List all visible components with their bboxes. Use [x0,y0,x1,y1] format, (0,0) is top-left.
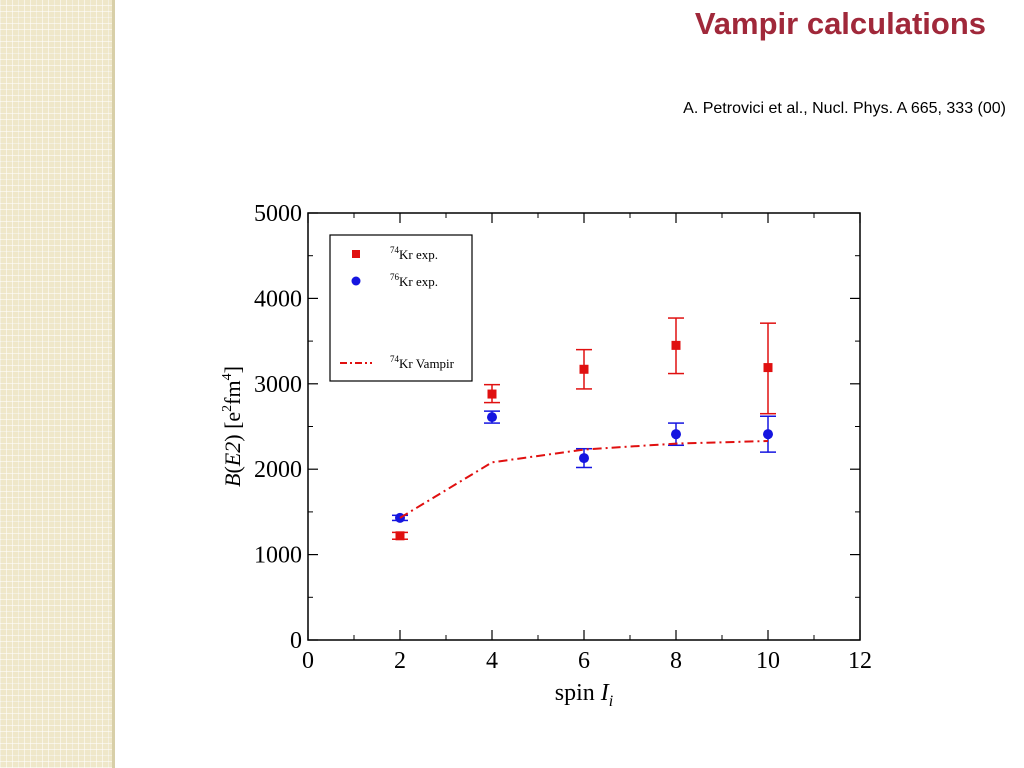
x-tick-label: 0 [302,648,314,674]
x-tick-label: 8 [670,648,682,674]
axis-labels: spin Ii B(E2) [e2fm4] [220,366,613,710]
data-point-74kr-exp [763,363,773,373]
series-line-vampir [399,440,769,519]
side-band-edge [112,0,115,768]
bE2-chart: 0 2 4 6 8 10 12 0 1000 2000 3000 4000 5000 74Kr exp.… [220,201,872,710]
citation: A. Petrovici et al., Nucl. Phys. A 665, … [683,100,1006,117]
legend-label: 76Kr exp. [390,272,438,289]
data-point-74kr-exp [579,364,589,374]
x-axis-label: spin Ii [555,680,613,710]
legend-box [329,234,473,382]
y-tick-label: 0 [290,628,302,654]
data-point-76kr-exp [671,429,681,440]
data-point-74kr-exp [671,340,681,350]
axis-ticks: 0 2 4 6 8 10 12 0 1000 2000 3000 4000 5000 [254,201,872,674]
data-point-74kr-exp [487,389,497,399]
y-tick-label: 4000 [254,286,302,312]
y-tick-label: 1000 [254,543,302,569]
legend-marker-square [352,250,360,258]
x-tick-label: 10 [756,648,780,674]
y-tick-label: 5000 [254,201,302,227]
x-tick-label: 2 [394,648,406,674]
legend-label: 74Kr Vampir [390,354,455,371]
data-point-76kr-exp [487,412,497,423]
legend-label: 74Kr exp. [390,245,438,262]
data-point-74kr-exp [395,531,405,541]
data-point-76kr-exp [763,429,773,440]
legend-marker-circle [351,276,361,286]
data-point-76kr-exp [579,453,589,464]
y-axis-label: B(E2) [e2fm4] [220,366,245,487]
slide-title: Vampir calculations [694,6,986,41]
x-tick-label: 12 [848,648,872,674]
y-tick-label: 2000 [254,457,302,483]
decorative-side-band [0,0,112,768]
x-tick-label: 6 [578,648,590,674]
x-tick-label: 4 [486,648,498,674]
series-layer [392,317,776,541]
legend: 74Kr exp. 76Kr exp. 74Kr Vampir [329,234,473,382]
y-tick-label: 3000 [254,372,302,398]
